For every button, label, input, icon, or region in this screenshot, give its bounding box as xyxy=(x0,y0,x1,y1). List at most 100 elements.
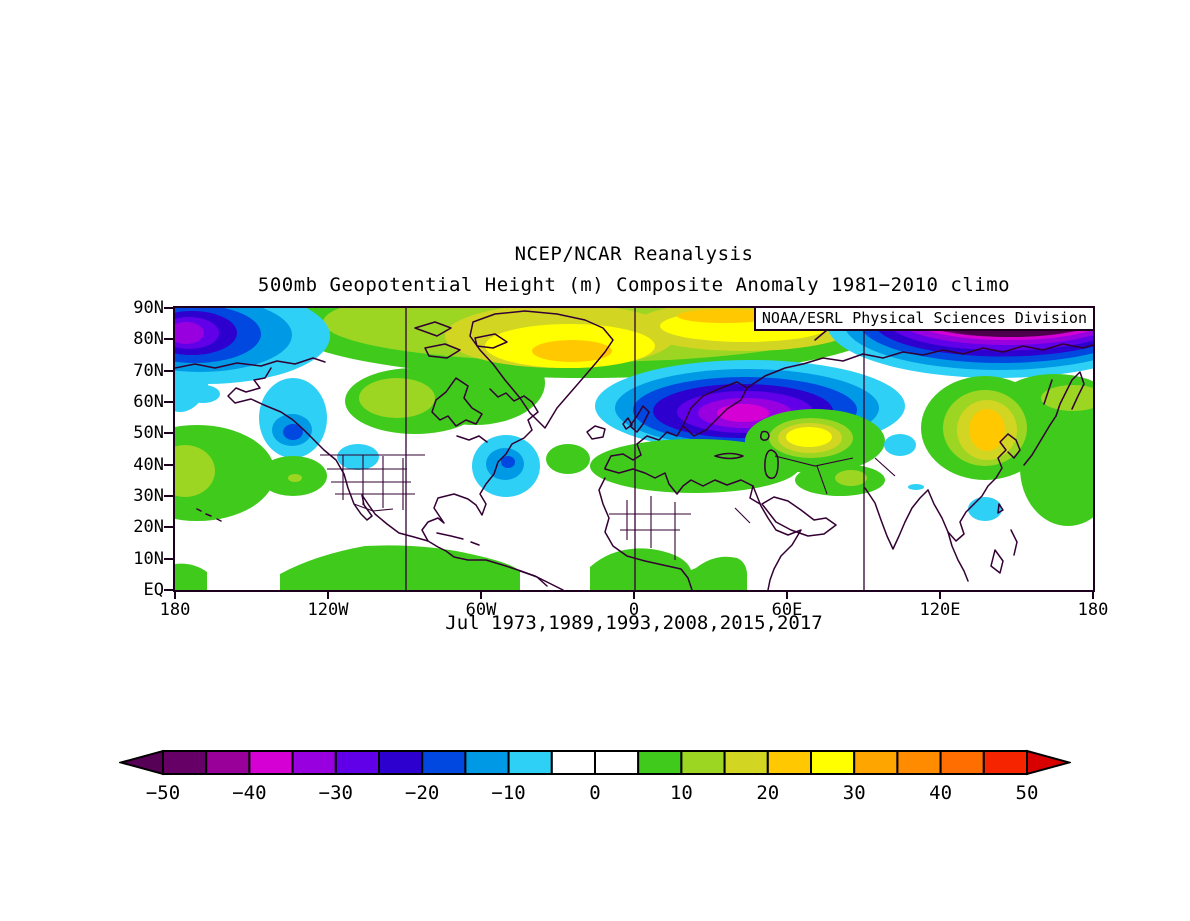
colorbar-tick-label: −20 xyxy=(405,782,439,804)
lat-tick xyxy=(164,463,173,466)
colorbar-cell xyxy=(637,750,683,775)
anomaly-contour xyxy=(884,434,916,456)
lon-tick xyxy=(633,592,635,599)
lon-tick-label: 60E xyxy=(771,600,803,620)
anomaly-contour xyxy=(280,545,520,590)
colorbar-tick-label: 40 xyxy=(929,782,952,804)
colorbar-cell xyxy=(550,750,596,775)
lat-tick-label: 80N xyxy=(133,329,164,350)
colorbar-cell xyxy=(766,750,812,775)
lon-tick xyxy=(939,592,941,599)
lat-tick xyxy=(164,432,173,435)
lat-tick-label: EQ xyxy=(143,580,164,600)
meridian-reference-lines xyxy=(405,308,865,590)
colorbar-cell xyxy=(162,750,208,775)
colorbar-cell xyxy=(982,750,1028,775)
anomaly-contour xyxy=(1020,410,1093,526)
lat-tick xyxy=(164,401,173,403)
lon-tick xyxy=(480,592,482,599)
anomaly-contour xyxy=(283,424,303,440)
anomaly-contour xyxy=(337,444,379,470)
lat-tick xyxy=(164,369,173,372)
colorbar-cell xyxy=(853,750,899,775)
anomaly-contour xyxy=(532,340,612,362)
lat-tick-label: 60N xyxy=(133,392,164,412)
lat-tick-label: 10N xyxy=(133,548,164,569)
colorbar-tick-label: 10 xyxy=(670,782,693,804)
colorbar-cell xyxy=(507,750,553,775)
colorbar: −50 −40 −30 −20 −10 0 10 20 30 40 50 xyxy=(119,749,1071,804)
map-panel: NOAA/ESRL Physical Sciences Division xyxy=(173,306,1095,592)
colorbar-cell xyxy=(896,750,942,775)
lat-tick xyxy=(164,557,173,560)
anomaly-contour xyxy=(590,439,800,493)
colorbar-cell xyxy=(205,750,251,775)
colorbar-tick-label: −30 xyxy=(319,782,353,804)
anomaly-contour xyxy=(288,474,302,482)
colorbar-tick-label: −10 xyxy=(491,782,525,804)
anomaly-contour xyxy=(175,563,207,590)
coastlines xyxy=(175,310,1093,590)
lat-tick-label: 70N xyxy=(133,360,164,381)
colorbar-cell xyxy=(291,750,337,775)
colorbar-cell xyxy=(248,750,294,775)
lon-tick xyxy=(786,592,788,599)
colorbar-tick-label: 20 xyxy=(756,782,779,804)
figure-subtitle: 500mb Geopotential Height (m) Composite … xyxy=(257,274,1011,296)
colorbar-tick-label: 50 xyxy=(1016,782,1039,804)
anomaly-contour xyxy=(175,322,204,344)
figure-title: NCEP/NCAR Reanalysis xyxy=(514,243,754,265)
anomaly-contour xyxy=(546,444,590,474)
colorbar-tick-label: −40 xyxy=(232,782,266,804)
lat-tick-label: 50N xyxy=(133,423,164,444)
lon-tick-label: 60W xyxy=(465,600,497,620)
colorbar-cell xyxy=(334,750,381,775)
lat-tick xyxy=(164,307,173,309)
lat-tick-label: 30N xyxy=(133,486,164,506)
colorbar-right-arrow xyxy=(1026,749,1071,776)
colorbar-tick-label: 30 xyxy=(843,782,866,804)
colorbar-cell xyxy=(939,750,985,775)
anomaly-contour xyxy=(717,404,769,422)
colorbar-cell xyxy=(680,750,726,775)
anomaly-contour xyxy=(677,309,773,323)
lat-tick-label: 20N xyxy=(133,517,164,538)
anomaly-contour xyxy=(175,445,215,497)
lat-tick-label: 40N xyxy=(133,454,164,475)
anomaly-contour xyxy=(359,378,435,418)
colorbar-cell xyxy=(378,750,424,775)
anomaly-contour xyxy=(969,409,1005,451)
composite-dates-caption: Jul 1973,1989,1993,2008,2015,2017 xyxy=(445,612,823,634)
lon-tick-label: 120E xyxy=(919,600,961,620)
colorbar-tick-label: −50 xyxy=(146,782,180,804)
colorbar-cell xyxy=(464,750,510,775)
anomaly-contour xyxy=(835,470,867,486)
lon-tick xyxy=(1092,592,1094,599)
lat-tick xyxy=(164,589,173,591)
lat-tick xyxy=(164,526,173,529)
colorbar-cell xyxy=(421,750,467,775)
lat-tick xyxy=(164,495,173,497)
colorbar-cell xyxy=(723,750,769,775)
anomaly-contour xyxy=(186,385,220,403)
anomaly-contour xyxy=(501,456,515,468)
lat-tick-label: 90N xyxy=(133,298,164,318)
colorbar-cell xyxy=(594,750,640,775)
lon-tick-label: 180 xyxy=(159,600,191,620)
noaa-credit-box: NOAA/ESRL Physical Sciences Division xyxy=(753,308,1093,331)
colorbar-tick-label: 0 xyxy=(589,782,600,804)
political-borders xyxy=(320,454,896,560)
anomaly-contour xyxy=(968,497,1002,521)
colorbar-left-arrow xyxy=(119,749,164,776)
lon-tick-label: 120W xyxy=(307,600,349,620)
lat-tick xyxy=(164,338,173,341)
lon-tick-label: 180 xyxy=(1077,600,1109,620)
lon-tick xyxy=(174,592,176,599)
lon-tick xyxy=(327,592,329,599)
colorbar-cell xyxy=(810,750,856,775)
anomaly-map xyxy=(175,308,1093,590)
anomaly-contour xyxy=(908,484,924,490)
anomaly-contour xyxy=(590,548,748,590)
lon-tick-label: 0 xyxy=(628,600,640,620)
